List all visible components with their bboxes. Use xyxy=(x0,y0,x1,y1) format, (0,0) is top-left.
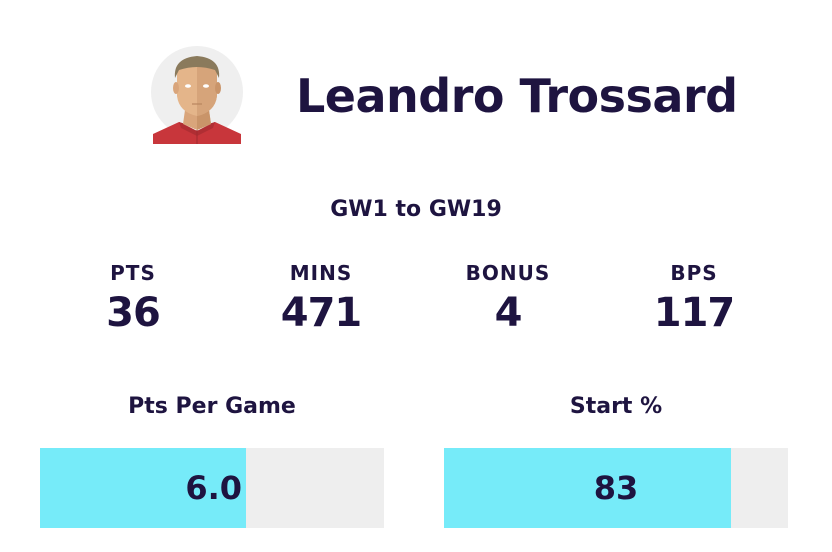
bar-fill xyxy=(444,448,731,528)
pts-per-game-block: Pts Per Game 6.0 xyxy=(40,390,384,528)
bar-value: 6.0 xyxy=(185,469,242,507)
stat-label: PTS xyxy=(110,261,156,285)
player-name: Leandro Trossard xyxy=(296,69,738,123)
bar-title: Pts Per Game xyxy=(128,394,296,419)
stat-label: MINS xyxy=(289,261,353,285)
bar-title: Start % xyxy=(569,394,663,419)
player-avatar-icon xyxy=(149,44,245,148)
stat-value: 36 xyxy=(106,290,161,336)
gameweek-range: GW1 to GW19 xyxy=(330,197,502,222)
stat-bonus: BONUS 4 xyxy=(428,258,588,338)
stat-pts: PTS 36 xyxy=(53,258,213,338)
stats-row: PTS 36 MINS 471 BONUS 4 BPS 117 xyxy=(0,258,832,348)
player-header: Leandro Trossard xyxy=(0,0,832,170)
start-percent-block: Start % 83 xyxy=(444,390,788,528)
stat-value: 117 xyxy=(653,290,736,336)
stat-label: BONUS xyxy=(465,261,551,285)
stat-bps: BPS 117 xyxy=(614,258,774,338)
start-percent-bar: 83 xyxy=(444,448,788,528)
stat-mins: MINS 471 xyxy=(241,258,401,338)
stat-label: BPS xyxy=(670,261,718,285)
stat-value: 471 xyxy=(280,290,363,336)
pts-per-game-bar: 6.0 xyxy=(40,448,384,528)
bar-fill xyxy=(40,448,246,528)
stat-value: 4 xyxy=(494,290,523,336)
bar-value: 83 xyxy=(593,469,639,507)
